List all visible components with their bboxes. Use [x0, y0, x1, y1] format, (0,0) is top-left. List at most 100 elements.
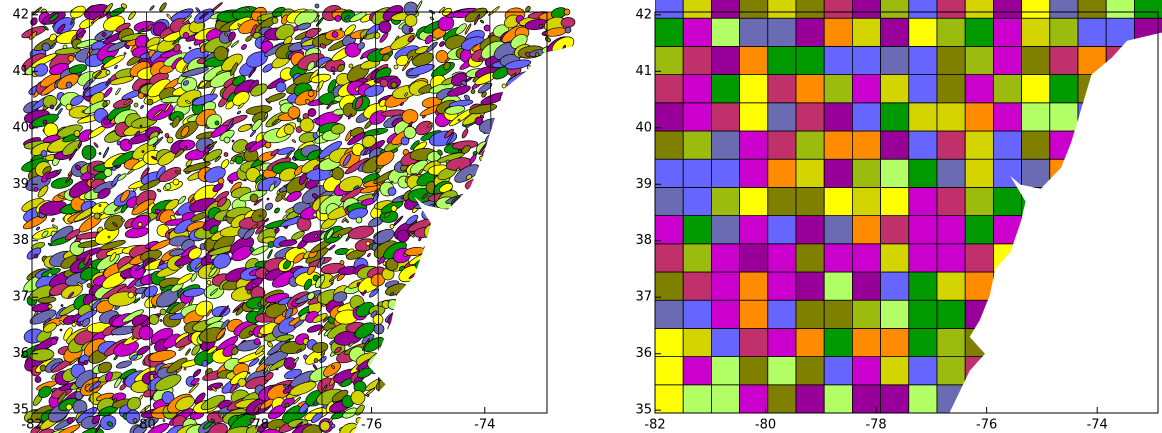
- grid-cell: [740, 272, 768, 300]
- patch: [553, 237, 582, 250]
- patch: [328, 244, 335, 251]
- patch: [512, 83, 527, 93]
- grid-cell: [1050, 216, 1078, 244]
- patch: [541, 74, 550, 82]
- patch: [490, 199, 513, 208]
- patch: [548, 303, 554, 311]
- patch: [555, 275, 582, 290]
- patch: [449, 299, 452, 301]
- patch: [470, 89, 476, 95]
- patch: [516, 173, 539, 184]
- patch: [333, 72, 336, 75]
- grid-cell: [852, 328, 880, 356]
- patch: [125, 242, 129, 246]
- grid-cell: [1022, 18, 1050, 46]
- patch: [472, 307, 481, 317]
- patch: [520, 223, 544, 240]
- patch: [393, 64, 398, 69]
- patch: [424, 403, 435, 416]
- patch: [512, 250, 518, 256]
- patch: [521, 276, 525, 280]
- patch: [99, 152, 102, 155]
- patch: [437, 229, 456, 241]
- patch: [543, 310, 572, 325]
- patch: [446, 367, 452, 373]
- grid-cell: [965, 75, 993, 103]
- grid-cell: [881, 18, 909, 46]
- patch: [518, 130, 543, 152]
- patch: [184, 176, 185, 177]
- grid-cell: [1050, 103, 1078, 131]
- patch: [125, 239, 126, 241]
- patch: [488, 201, 497, 209]
- patch: [476, 252, 493, 267]
- patch: [371, 362, 386, 375]
- patch: [511, 377, 514, 380]
- patch: [440, 337, 462, 352]
- patch: [438, 309, 466, 330]
- patch: [459, 363, 487, 387]
- grid-cell: [1022, 272, 1050, 300]
- patch: [544, 112, 570, 132]
- grid-cell: [1022, 131, 1050, 159]
- patch: [554, 96, 565, 107]
- patch: [518, 425, 540, 433]
- patch: [489, 265, 506, 282]
- patch: [544, 293, 572, 308]
- patch: [427, 233, 435, 241]
- grid-cell: [796, 46, 824, 74]
- patch: [517, 84, 544, 94]
- grid-cell: [1078, 159, 1106, 187]
- patch: [529, 123, 535, 129]
- patch: [189, 47, 192, 50]
- grid-cell: [852, 244, 880, 272]
- patch: [521, 425, 523, 428]
- patch: [461, 128, 469, 139]
- patch: [506, 245, 532, 262]
- patch: [477, 291, 505, 315]
- grid-cell: [796, 18, 824, 46]
- patch: [450, 350, 469, 363]
- patch: [498, 297, 515, 314]
- patch: [558, 286, 574, 299]
- patch: [401, 366, 409, 374]
- grid-cell: [993, 216, 1021, 244]
- patch: [192, 368, 202, 378]
- patch: [446, 378, 476, 397]
- patch: [544, 94, 574, 114]
- grid-cell: [965, 159, 993, 187]
- patch: [523, 154, 533, 164]
- patch: [139, 394, 144, 400]
- patch: [411, 283, 436, 305]
- patch: [468, 259, 485, 276]
- patch: [498, 374, 504, 379]
- grid-cell: [993, 300, 1021, 328]
- patch: [382, 425, 403, 433]
- patch: [481, 323, 484, 326]
- grid-cell: [740, 216, 768, 244]
- y-tick-label: 37: [635, 290, 652, 305]
- patch: [550, 63, 559, 70]
- patch: [526, 174, 557, 198]
- grid-cell: [1106, 187, 1134, 215]
- patch: [469, 402, 478, 412]
- patch: [559, 397, 579, 415]
- patch: [429, 415, 430, 417]
- grid-cell: [655, 187, 683, 215]
- grid-cell: [1078, 244, 1106, 272]
- patch: [407, 301, 436, 313]
- patch: [443, 269, 460, 279]
- patch: [147, 348, 176, 363]
- patch: [522, 270, 532, 280]
- grid-cell: [740, 46, 768, 74]
- patch: [385, 365, 408, 385]
- grid-cell: [1078, 328, 1106, 356]
- patch: [536, 396, 543, 403]
- patch: [448, 242, 452, 246]
- patch: [405, 246, 426, 256]
- grid-cell: [768, 131, 796, 159]
- patch: [396, 332, 399, 335]
- patch: [415, 314, 426, 325]
- patch: [474, 240, 479, 249]
- patch: [543, 253, 559, 266]
